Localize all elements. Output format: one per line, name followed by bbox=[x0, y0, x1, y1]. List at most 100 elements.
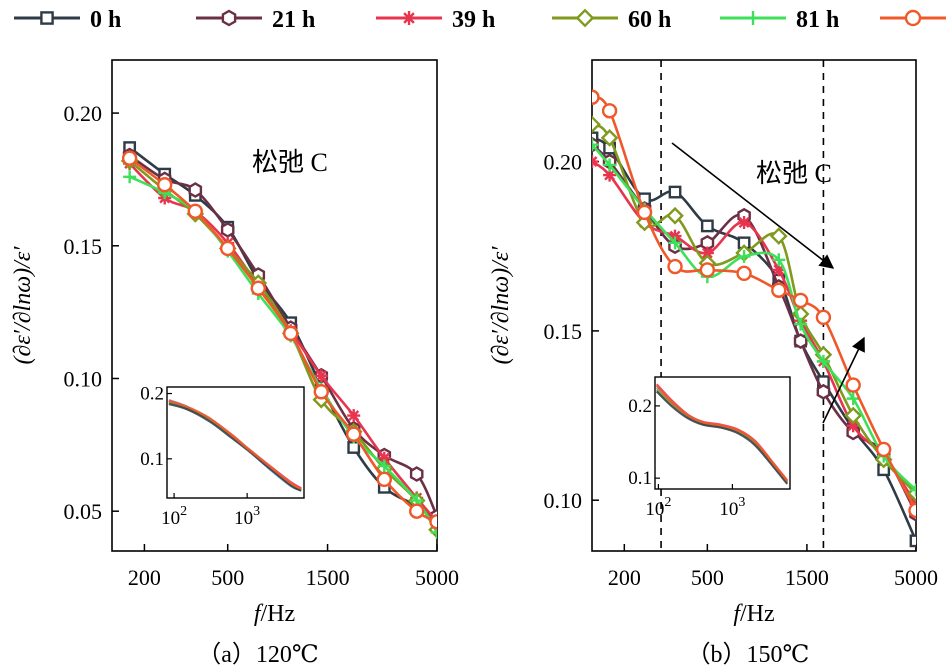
inset-curve bbox=[168, 402, 302, 492]
data-point bbox=[376, 471, 392, 488]
legend-item: 100 h bbox=[880, 9, 946, 27]
y-tick-label: 0.15 bbox=[64, 234, 103, 259]
legend-item: 60 h bbox=[552, 7, 671, 33]
panel-caption: （b）150℃ bbox=[687, 642, 810, 668]
data-point bbox=[666, 206, 684, 225]
inset-x-tick-exp: 3 bbox=[738, 495, 745, 510]
legend-item: 0 h bbox=[14, 7, 121, 33]
data-point bbox=[844, 406, 863, 425]
data-point bbox=[250, 280, 266, 296]
data-point bbox=[347, 409, 361, 423]
inset-x-tick-exp: 2 bbox=[664, 495, 671, 510]
inset-x-tick-label: 103 bbox=[719, 495, 745, 520]
inset-x-tick-base: 10 bbox=[234, 508, 253, 529]
x-axis-unit: /Hz bbox=[261, 601, 296, 627]
legend-marker bbox=[746, 11, 760, 25]
data-point bbox=[845, 377, 861, 393]
data-point bbox=[347, 441, 361, 454]
data-point bbox=[187, 203, 203, 219]
legend-marker bbox=[575, 8, 595, 28]
y-tick-label: 0.10 bbox=[544, 488, 583, 513]
legend-marker bbox=[40, 11, 54, 25]
data-point bbox=[667, 258, 683, 275]
legend-label: 81 h bbox=[796, 7, 839, 33]
legend-label: 39 h bbox=[452, 7, 495, 33]
data-point bbox=[846, 392, 860, 406]
data-point bbox=[600, 129, 619, 147]
data-point bbox=[592, 115, 601, 134]
data-point bbox=[409, 466, 424, 482]
data-point bbox=[737, 249, 751, 263]
data-point bbox=[603, 168, 617, 182]
x-tick-label: 5000 bbox=[894, 565, 938, 590]
data-point bbox=[220, 240, 236, 257]
inset-y-tick-label: 0.2 bbox=[628, 396, 652, 417]
data-point bbox=[846, 419, 860, 433]
plot-area bbox=[592, 89, 916, 548]
data-point bbox=[409, 503, 425, 519]
data-point bbox=[909, 534, 916, 548]
data-point bbox=[794, 317, 808, 331]
legend-label: 21 h bbox=[272, 7, 315, 33]
data-point bbox=[346, 426, 362, 442]
panel-b: 200 500 1500 5000 0.10 0.15 0.20 f/Hz (∂ε′/∂lnω)… bbox=[488, 59, 938, 668]
y-tick-label: 0.20 bbox=[544, 150, 583, 175]
legend-marker bbox=[221, 9, 237, 27]
x-axis-label: f/Hz bbox=[733, 601, 774, 627]
data-point bbox=[377, 451, 391, 465]
legend: 0 h 21 h 39 h 60 h 81 h 100 h bbox=[14, 7, 946, 33]
relaxation-annotation: 松弛 C bbox=[252, 148, 328, 177]
data-point bbox=[700, 219, 714, 233]
plot-frame bbox=[591, 59, 917, 552]
series-100-h bbox=[592, 89, 916, 519]
data-point bbox=[283, 325, 299, 342]
data-point bbox=[699, 262, 716, 278]
data-point bbox=[792, 292, 809, 309]
x-tick-label: 500 bbox=[211, 565, 244, 590]
data-point bbox=[314, 369, 328, 383]
x-tick-label: 200 bbox=[608, 565, 641, 590]
data-point bbox=[816, 383, 831, 400]
inset-y-tick-label: 0.1 bbox=[140, 449, 164, 470]
x-axis-unit: /Hz bbox=[740, 601, 775, 627]
x-axis-var: f bbox=[254, 601, 264, 627]
data-point bbox=[908, 502, 916, 519]
plot-frame bbox=[111, 59, 438, 552]
data-point bbox=[429, 514, 437, 530]
trend-arrow-up bbox=[822, 336, 865, 424]
x-axis-label: f/Hz bbox=[254, 601, 295, 627]
x-tick-label: 500 bbox=[691, 565, 724, 590]
data-point bbox=[121, 150, 138, 166]
data-point bbox=[377, 459, 391, 473]
data-point bbox=[157, 177, 173, 193]
data-point bbox=[430, 525, 437, 539]
trend-arrow-down bbox=[671, 142, 835, 269]
inset-curve bbox=[168, 399, 302, 490]
data-point bbox=[772, 253, 786, 267]
panel-caption: （a）120℃ bbox=[197, 642, 319, 668]
data-point bbox=[668, 236, 682, 250]
data-point bbox=[772, 263, 786, 277]
data-point bbox=[875, 441, 892, 458]
inset-x-tick-label: 102 bbox=[161, 504, 187, 529]
y-axis-label: (∂ε′/∂lnω)/ε′ bbox=[10, 246, 36, 365]
x-tick-label: 200 bbox=[128, 565, 161, 590]
data-point bbox=[771, 282, 787, 298]
y-tick-label: 0.20 bbox=[64, 101, 103, 126]
panel-a: 200 500 1500 5000 0.05 0.10 0.15 0.20 f/Hz (∂ε′/∂… bbox=[10, 59, 459, 668]
data-point bbox=[909, 483, 916, 497]
legend-label: 60 h bbox=[628, 7, 671, 33]
plot-area bbox=[120, 141, 437, 539]
data-point bbox=[188, 182, 203, 198]
inset-y-tick-label: 0.2 bbox=[140, 384, 164, 405]
data-point bbox=[816, 354, 830, 368]
relaxation-annotation: 松弛 C bbox=[756, 159, 832, 188]
legend-marker bbox=[402, 11, 416, 25]
y-axis-label: (∂ε′/∂lnω)/ε′ bbox=[488, 246, 514, 365]
inset-x-tick-exp: 2 bbox=[180, 504, 187, 519]
data-point bbox=[793, 333, 808, 349]
legend-item: 21 h bbox=[196, 7, 315, 33]
y-tick-label: 0.15 bbox=[544, 319, 583, 344]
